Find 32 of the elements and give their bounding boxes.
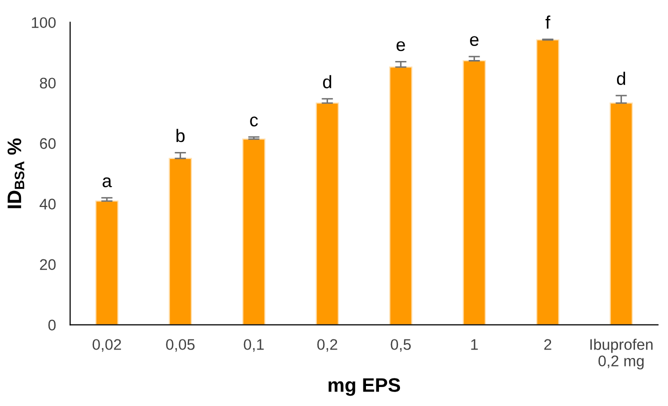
bar (242, 138, 266, 325)
bar (389, 66, 412, 325)
x-tick-label: 1 (471, 339, 478, 350)
x-tick-label: 0,1 (244, 339, 264, 352)
annotation: a (102, 177, 112, 188)
y-tick-label: 20 (40, 259, 56, 270)
bar (95, 200, 118, 325)
x-axis-title: mg EPS (328, 378, 400, 396)
bar (462, 60, 486, 325)
bar (168, 158, 192, 325)
bar (610, 102, 633, 325)
y-tick-label: 100 (32, 17, 56, 28)
y-tick-label: 60 (40, 138, 56, 150)
y-tick-label: 40 (40, 198, 56, 210)
x-tick-label: 2 (544, 339, 552, 350)
annotation: c (250, 116, 258, 126)
annotation: d (323, 75, 332, 88)
x-tick-label: Ibuprofen 0,2 mg (590, 338, 653, 370)
y-axis-title: ID$_{BSA}$ % (8, 138, 24, 208)
bar (536, 39, 560, 325)
annotation: d (616, 72, 626, 86)
annotation: e (470, 36, 478, 46)
y-tick-label: 0 (48, 320, 56, 330)
x-tick-label: 0,5 (390, 339, 411, 352)
annotation: e (396, 41, 406, 52)
annotation: f (546, 16, 550, 29)
x-tick-label: 0,05 (166, 339, 195, 352)
x-tick-label: 0,2 (317, 339, 338, 352)
x-tick-label: 0,02 (92, 339, 121, 352)
bar (316, 102, 339, 325)
y-tick-label: 80 (40, 78, 56, 89)
annotation: b (176, 128, 185, 142)
